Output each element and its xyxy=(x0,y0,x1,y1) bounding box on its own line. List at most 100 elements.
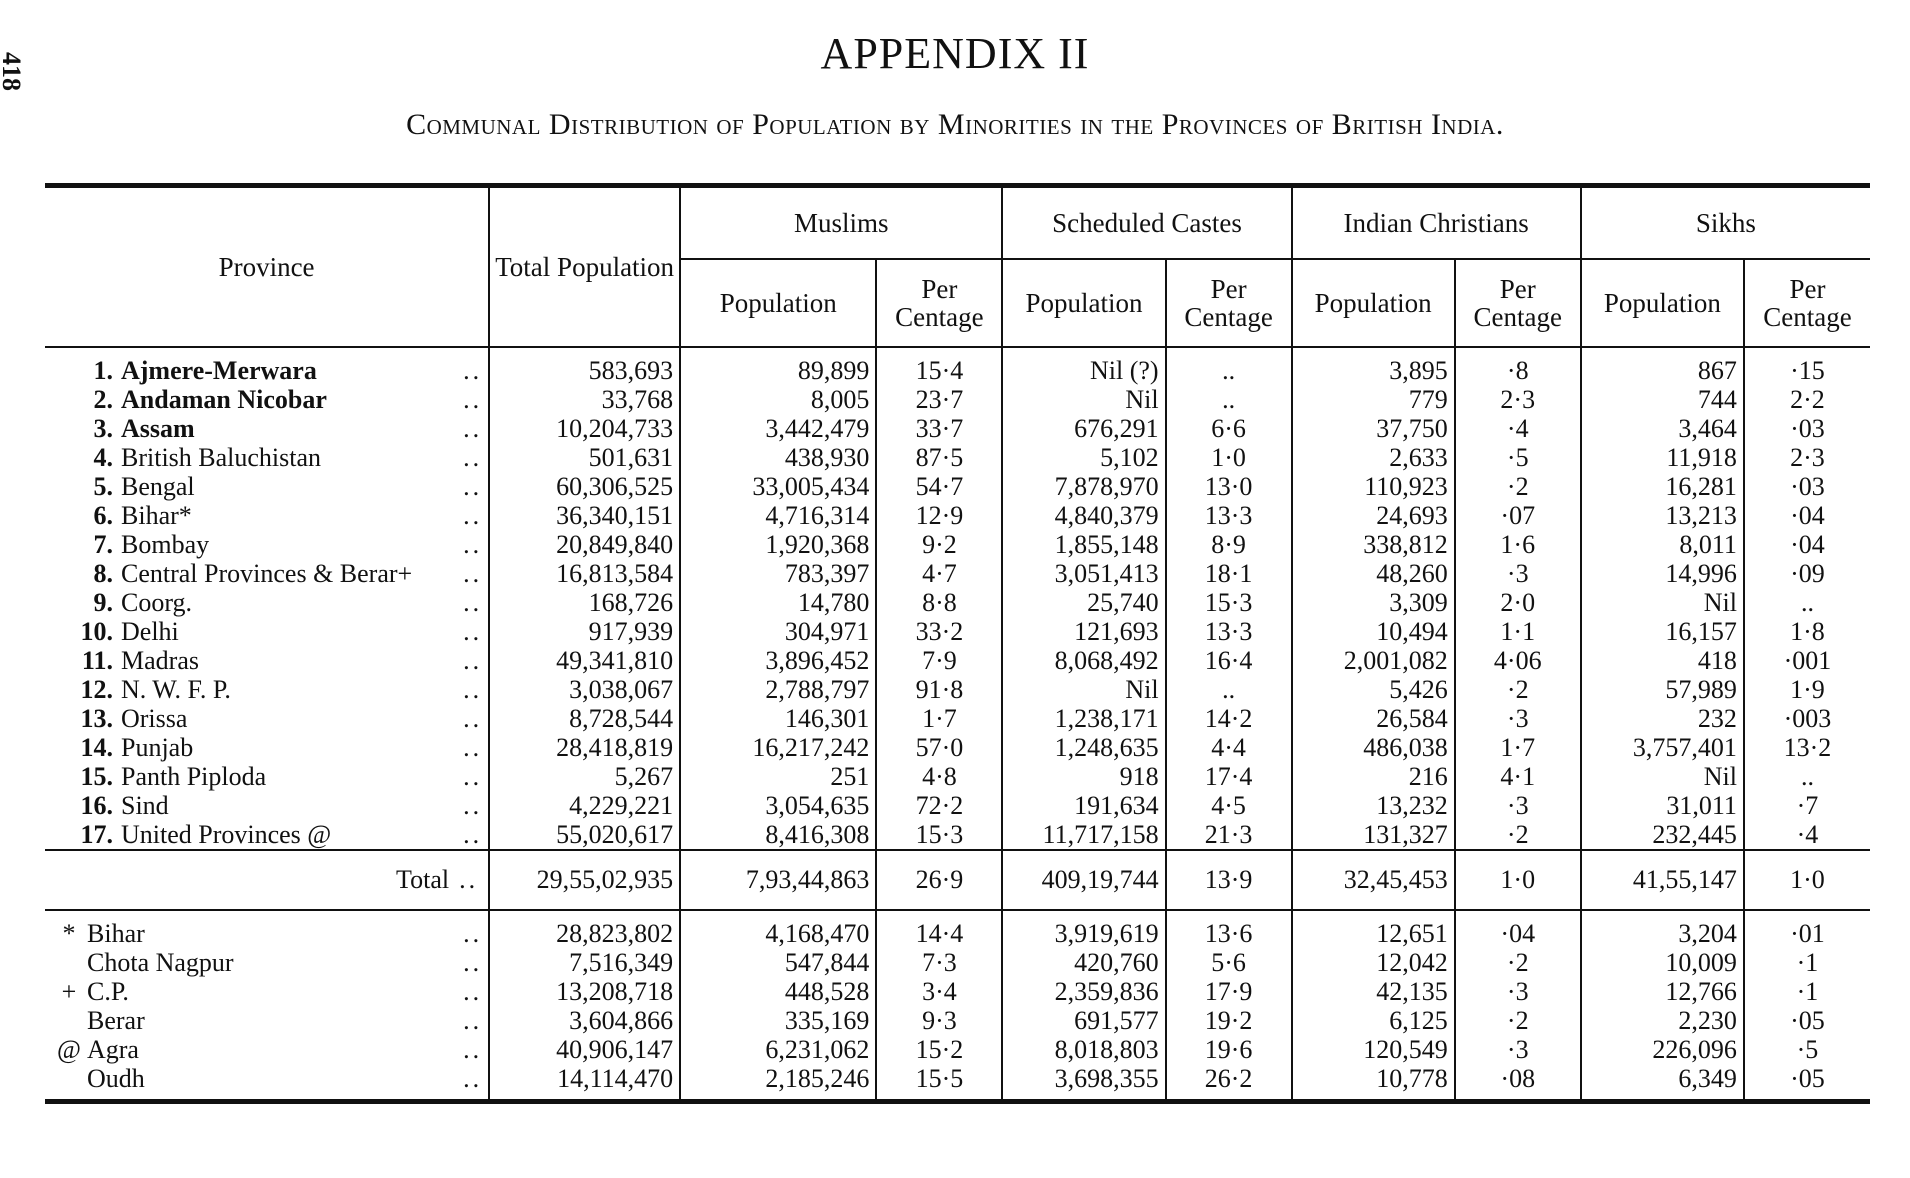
cell-muslims-population: 2,185,246 xyxy=(679,1064,877,1104)
cell-sc-per-centage: 21·3 xyxy=(1164,820,1292,850)
cell-christians-per-centage: ·2 xyxy=(1453,1006,1581,1035)
cell-sc-per-centage: 17·9 xyxy=(1164,977,1292,1006)
page-title: APPENDIX II xyxy=(820,29,1090,78)
cell-total-population: 13,208,718 xyxy=(488,977,681,1006)
leader-dots: .. xyxy=(463,1035,483,1064)
cell-total-population: 28,418,819 xyxy=(488,733,681,762)
cell-muslims-per-centage: 15·5 xyxy=(875,1064,1003,1104)
cell-sikhs-per-centage: 1·8 xyxy=(1742,617,1870,646)
cell-muslims-population: 7,93,44,863 xyxy=(679,849,877,911)
cell-total-population: 917,939 xyxy=(488,617,681,646)
cell-christians-per-centage: 2·0 xyxy=(1453,588,1581,617)
footnote-mark: + xyxy=(61,977,77,1006)
cell-muslims-population: 4,716,314 xyxy=(679,501,877,530)
cell-province: .. 3. Assam xyxy=(45,414,489,443)
cell-sc-population: 8,068,492 xyxy=(1001,646,1166,675)
cell-province: .. 2. Andaman Nicobar xyxy=(45,385,489,414)
cell-total-population: 168,726 xyxy=(488,588,681,617)
cell-muslims-population: 14,780 xyxy=(679,588,877,617)
total-row: Total.. 29,55,02,935 7,93,44,863 26·9 409,19… xyxy=(45,849,1870,911)
cell-total-population: 20,849,840 xyxy=(488,530,681,559)
row-index: 1. xyxy=(93,356,114,385)
cell-christians-population: 3,309 xyxy=(1290,588,1455,617)
leader-dots: .. xyxy=(463,791,483,820)
header-sc-population: Population xyxy=(1001,259,1166,348)
header-sikhs: Sikhs xyxy=(1579,188,1870,260)
cell-sikhs-population: 14,996 xyxy=(1579,559,1744,588)
leader-dots: .. xyxy=(463,443,483,472)
row-index: 17. xyxy=(80,820,114,849)
sub-province-name: C.P. xyxy=(87,977,129,1006)
cell-province: .. 8. Central Provinces & Berar+ xyxy=(45,559,489,588)
cell-muslims-per-centage: 54·7 xyxy=(875,472,1003,501)
row-index: 14. xyxy=(80,733,114,762)
cell-sc-per-centage: 16·4 xyxy=(1164,646,1292,675)
cell-muslims-population: 16,217,242 xyxy=(679,733,877,762)
cell-total-population: 583,693 xyxy=(488,347,681,385)
cell-sc-population: 691,577 xyxy=(1001,1006,1166,1035)
province-name: British Baluchistan xyxy=(121,443,322,472)
cell-sikhs-per-centage: ·7 xyxy=(1742,791,1870,820)
province-name: Madras xyxy=(121,646,199,675)
cell-muslims-population: 4,168,470 xyxy=(679,910,877,948)
cell-christians-per-centage: 4·1 xyxy=(1453,762,1581,791)
cell-sikhs-per-centage: .. xyxy=(1742,588,1870,617)
cell-christians-per-centage: ·8 xyxy=(1453,347,1581,385)
cell-sikhs-per-centage: ·04 xyxy=(1742,530,1870,559)
cell-christians-population: 48,260 xyxy=(1290,559,1455,588)
cell-christians-per-centage: ·2 xyxy=(1453,820,1581,850)
cell-sc-population: 25,740 xyxy=(1001,588,1166,617)
cell-sub-province: .. Chota Nagpur xyxy=(45,948,489,977)
leader-dots: .. xyxy=(459,865,479,894)
cell-sikhs-per-centage: ·1 xyxy=(1742,977,1870,1006)
cell-christians-per-centage: ·5 xyxy=(1453,443,1581,472)
cell-sikhs-per-centage: 1·0 xyxy=(1742,849,1870,911)
cell-sc-per-centage: 8·9 xyxy=(1164,530,1292,559)
cell-christians-per-centage: ·3 xyxy=(1453,791,1581,820)
header-sikhs-per-centage: Per Centage xyxy=(1742,259,1870,348)
row-index: 2. xyxy=(93,385,114,414)
cell-muslims-population: 3,054,635 xyxy=(679,791,877,820)
cell-sc-population: 7,878,970 xyxy=(1001,472,1166,501)
table-row: .. 8. Central Provinces & Berar+ 16,813,584… xyxy=(45,559,1870,588)
cell-sc-per-centage: 15·3 xyxy=(1164,588,1292,617)
cell-christians-population: 486,038 xyxy=(1290,733,1455,762)
cell-muslims-population: 783,397 xyxy=(679,559,877,588)
cell-muslims-per-centage: 33·7 xyxy=(875,414,1003,443)
cell-muslims-population: 8,416,308 xyxy=(679,820,877,850)
cell-sc-per-centage: 18·1 xyxy=(1164,559,1292,588)
leader-dots: .. xyxy=(463,919,483,948)
cell-total-population: 8,728,544 xyxy=(488,704,681,733)
table-row: .. 13. Orissa 8,728,544 146,301 1·7 1,238,171 1… xyxy=(45,704,1870,733)
cell-total-population: 4,229,221 xyxy=(488,791,681,820)
leader-dots: .. xyxy=(463,733,483,762)
cell-sikhs-population: 744 xyxy=(1579,385,1744,414)
cell-sikhs-population: 3,204 xyxy=(1579,910,1744,948)
cell-christians-population: 131,327 xyxy=(1290,820,1455,850)
footnote-mark: @ xyxy=(57,1035,81,1064)
cell-sikhs-population: 13,213 xyxy=(1579,501,1744,530)
row-index: 15. xyxy=(80,762,114,791)
cell-sc-per-centage: 14·2 xyxy=(1164,704,1292,733)
cell-muslims-population: 304,971 xyxy=(679,617,877,646)
cell-muslims-population: 251 xyxy=(679,762,877,791)
cell-sikhs-population: 3,757,401 xyxy=(1579,733,1744,762)
cell-total-population: 10,204,733 xyxy=(488,414,681,443)
cell-christians-population: 10,778 xyxy=(1290,1064,1455,1104)
cell-sikhs-per-centage: ·04 xyxy=(1742,501,1870,530)
cell-christians-per-centage: ·3 xyxy=(1453,559,1581,588)
table-row: .. 11. Madras 49,341,810 3,896,452 7·9 8,068,4… xyxy=(45,646,1870,675)
cell-sikhs-population: 57,989 xyxy=(1579,675,1744,704)
cell-sc-population: Nil (?) xyxy=(1001,347,1166,385)
cell-sc-population: 3,919,619 xyxy=(1001,910,1166,948)
cell-muslims-per-centage: 15·4 xyxy=(875,347,1003,385)
cell-province: .. 9. Coorg. xyxy=(45,588,489,617)
cell-province: .. 11. Madras xyxy=(45,646,489,675)
cell-muslims-per-centage: 87·5 xyxy=(875,443,1003,472)
province-name: Panth Piploda xyxy=(121,762,267,791)
cell-province: .. 1. Ajmere-Merwara xyxy=(45,347,489,385)
cell-total-population: 3,038,067 xyxy=(488,675,681,704)
cell-christians-population: 12,651 xyxy=(1290,910,1455,948)
province-name: Bihar* xyxy=(121,501,192,530)
cell-sikhs-per-centage: ·01 xyxy=(1742,910,1870,948)
